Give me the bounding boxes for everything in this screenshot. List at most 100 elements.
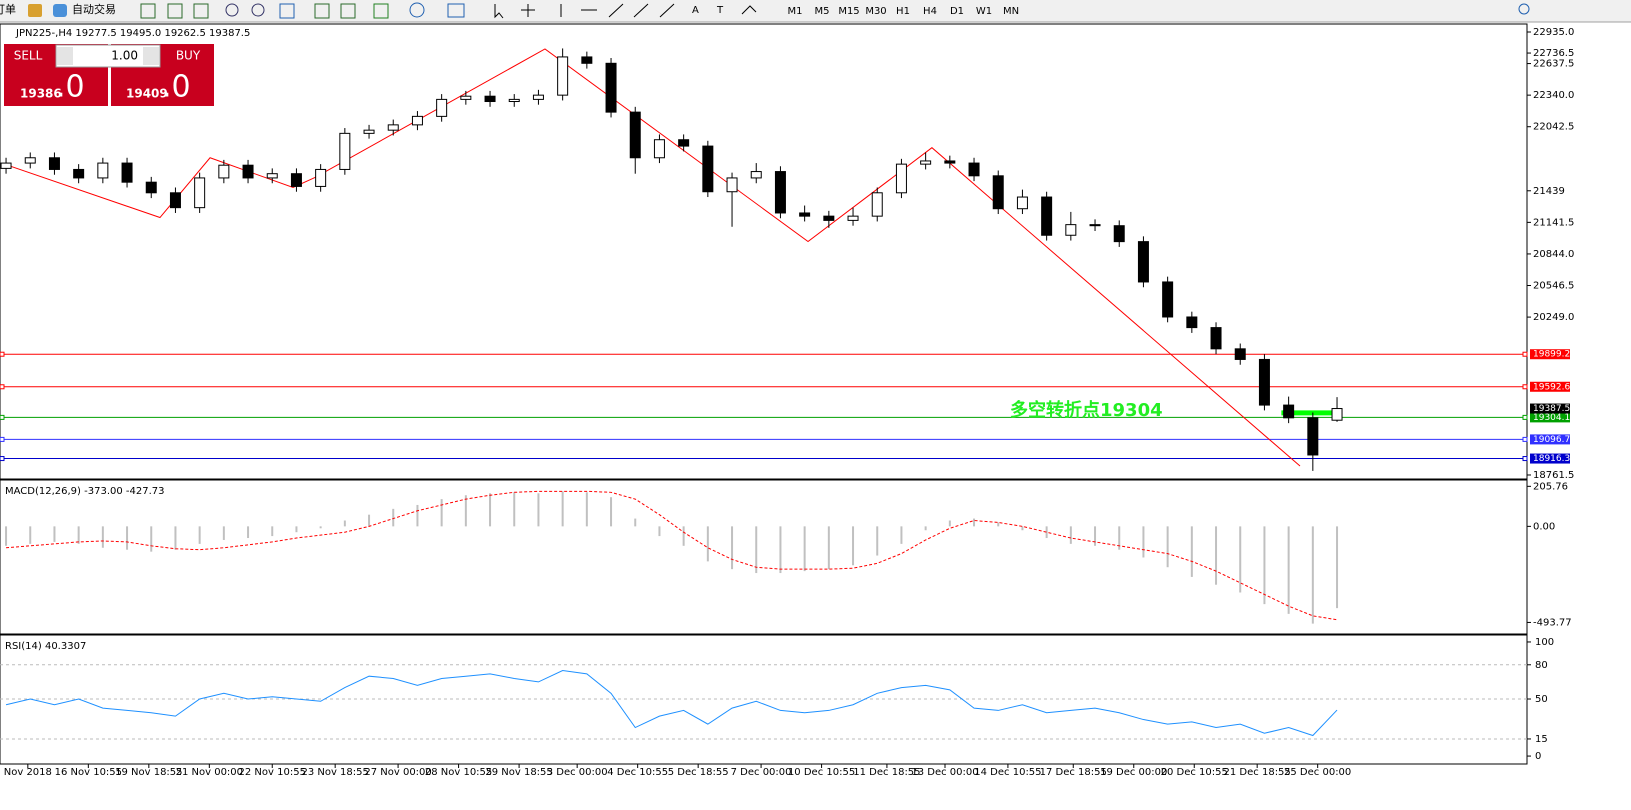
label-tool[interactable]: T <box>716 5 724 16</box>
icon[interactable] <box>314 3 330 19</box>
sell-button[interactable]: SELL <box>14 49 43 63</box>
candle-body <box>0 162 12 169</box>
line-handle <box>0 436 5 442</box>
line-handle <box>0 414 5 420</box>
auto-trade-icon[interactable] <box>53 4 67 17</box>
candle-body <box>968 162 980 177</box>
y-tick-label: 100 <box>1535 637 1554 648</box>
cursor[interactable] <box>494 4 504 19</box>
candle-body <box>847 215 859 221</box>
candle-body <box>895 163 907 194</box>
candle-body <box>242 164 254 179</box>
timeframes: M1 M5 M15 M30 H1 H4 D1 W1 MN <box>788 6 1020 17</box>
timeframe[interactable]: M30 <box>865 6 886 17</box>
candle-body <box>121 162 133 183</box>
x-tick-label: 27 Nov 00:00 <box>364 767 431 778</box>
shapes[interactable] <box>741 5 757 15</box>
price-label-bg <box>1530 453 1570 464</box>
buy-button[interactable]: BUY <box>176 49 201 63</box>
price-label-bg <box>1530 349 1570 360</box>
y-tick-label: 22042.5 <box>1533 122 1574 133</box>
x-tick-label: 22 Nov 10:55 <box>239 767 306 778</box>
zoom-out[interactable] <box>251 3 265 17</box>
icon[interactable] <box>409 2 425 18</box>
timeframe[interactable]: M15 <box>838 6 859 17</box>
candle-body <box>750 171 762 179</box>
timeframe[interactable]: M1 <box>788 6 803 17</box>
x-tick-label: 17 Dec 18:55 <box>1040 767 1107 778</box>
menu-orders[interactable]: 订单 <box>0 3 16 16</box>
trade-panel: SELL BUY 1.00 19386 .0 19409 .0 <box>4 44 214 106</box>
candle-body <box>97 162 109 179</box>
y-tick-label: 20844.0 <box>1533 249 1574 260</box>
candle-body <box>411 115 423 126</box>
x-tick-label: 20 Dec 10:55 <box>1161 767 1228 778</box>
y-tick-label: -493.77 <box>1533 617 1572 628</box>
candle-body <box>436 98 448 117</box>
signal-bar <box>1281 410 1335 416</box>
timeframe[interactable]: W1 <box>976 6 992 17</box>
current-price: 19387.5 <box>1533 404 1570 414</box>
candle-body <box>1210 327 1222 350</box>
timeframe[interactable]: M5 <box>815 6 830 17</box>
x-tick-label: 21 Dec 18:55 <box>1224 767 1291 778</box>
candle-body <box>1307 417 1319 456</box>
timeframe[interactable]: H1 <box>896 6 910 17</box>
candle-body <box>823 215 835 221</box>
x-tick-label: 5 Dec 18:55 <box>668 767 729 778</box>
timeframe[interactable]: MN <box>1003 6 1019 17</box>
indicator-title: MACD(12,26,9) -373.00 -427.73 <box>5 486 165 497</box>
sell-price-frac: .0 <box>56 70 85 105</box>
lot-down[interactable] <box>57 47 73 65</box>
x-tick-label: 21 Nov 00:00 <box>176 767 243 778</box>
timeframe[interactable]: H4 <box>923 6 937 17</box>
x-tick-label: 29 Nov 18:55 <box>485 767 552 778</box>
search[interactable] <box>1518 3 1530 15</box>
x-tick-label: 10 Dec 10:55 <box>788 767 855 778</box>
x-tick-label: 28 Nov 10:55 <box>425 767 492 778</box>
icon[interactable] <box>447 3 465 18</box>
candle-body <box>1089 224 1101 227</box>
line-tools[interactable] <box>560 3 675 18</box>
icon[interactable] <box>140 3 156 19</box>
x-tick-label: 11 Dec 18:55 <box>853 767 920 778</box>
indicator-title: RSI(14) 40.3307 <box>5 641 86 652</box>
icon[interactable] <box>193 3 209 19</box>
candle-body <box>218 164 230 179</box>
y-tick-label: 80 <box>1535 660 1548 671</box>
x-tick-label: 14 Dec 10:55 <box>974 767 1041 778</box>
candle-body <box>557 56 569 96</box>
candle-body <box>726 177 738 193</box>
lot-box[interactable] <box>55 44 161 68</box>
crosshair[interactable] <box>521 4 535 17</box>
line-handle <box>0 456 5 462</box>
icon[interactable] <box>167 3 183 19</box>
candle-body <box>339 132 351 170</box>
lot-up[interactable] <box>143 47 159 65</box>
icon[interactable] <box>373 3 389 19</box>
panel-frame <box>0 479 1528 635</box>
zoom-in[interactable] <box>225 3 239 17</box>
text-tool[interactable]: A <box>692 5 699 16</box>
buy-price-frac: .0 <box>162 70 191 105</box>
candle-body <box>605 62 617 113</box>
candle-body <box>363 129 375 134</box>
x-tick-label: 7 Dec 00:00 <box>731 767 792 778</box>
candle-body <box>484 95 496 103</box>
candle-body <box>920 160 932 165</box>
y-tick-label: 15 <box>1535 734 1548 745</box>
icon[interactable] <box>28 4 42 17</box>
candle-body <box>194 177 206 209</box>
tool-icons <box>140 2 1530 19</box>
x-tick-label: 13 Dec 00:00 <box>911 767 978 778</box>
y-tick-label: 22935.0 <box>1533 27 1574 38</box>
timeframe[interactable]: D1 <box>950 6 964 17</box>
lot-value[interactable]: 1.00 <box>111 49 138 63</box>
icon[interactable] <box>340 3 356 19</box>
candle-body <box>581 56 593 64</box>
x-tick-label: 23 Nov 18:55 <box>301 767 368 778</box>
candle-body <box>169 192 181 209</box>
icon[interactable] <box>279 3 295 19</box>
auto-trade[interactable]: 自动交易 <box>72 2 116 16</box>
candle-body <box>1041 196 1053 236</box>
